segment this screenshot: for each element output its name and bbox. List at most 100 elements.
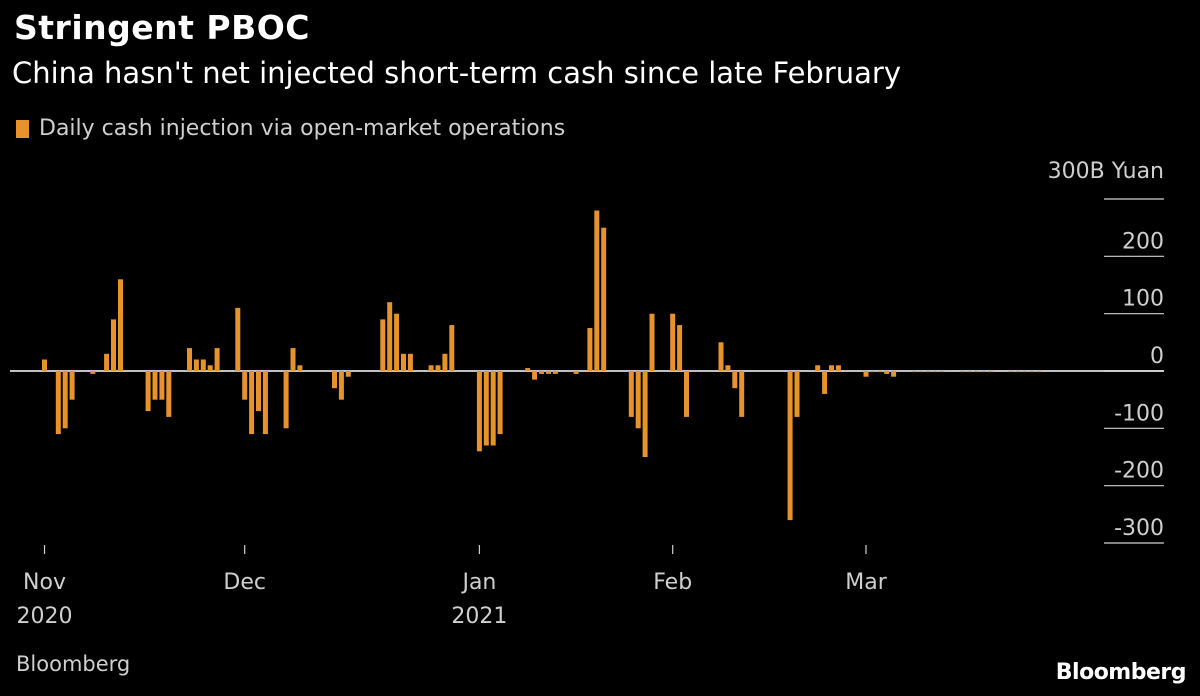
bar: [967, 371, 972, 373]
bar: [332, 371, 337, 389]
bar: [290, 348, 296, 371]
bar: [200, 359, 206, 371]
bar: [925, 371, 931, 373]
bar: [725, 365, 731, 371]
y-tick-label: 200: [1122, 229, 1164, 254]
bar: [1029, 371, 1035, 373]
bar: [628, 371, 634, 417]
bar: [62, 371, 68, 429]
bar: [911, 371, 917, 373]
bar: [1022, 371, 1028, 373]
bar: [863, 371, 869, 377]
y-tick-label: -100: [1114, 401, 1164, 426]
bar: [918, 371, 924, 373]
bar: [573, 371, 579, 374]
bar: [152, 371, 158, 400]
y-tick-label: -300: [1114, 516, 1164, 541]
bar: [677, 325, 683, 371]
bar: [394, 313, 400, 371]
bar: [407, 353, 413, 371]
x-tick-year-label: 2021: [451, 604, 507, 629]
bar: [884, 371, 890, 374]
bar: [193, 359, 199, 371]
x-tick-label: Dec: [223, 570, 266, 595]
bar: [601, 227, 607, 371]
y-axis-unit-label: 300B Yuan: [1048, 159, 1164, 184]
x-tick-label: Nov: [23, 570, 66, 595]
bar: [739, 371, 745, 417]
bar: [111, 319, 116, 371]
bar: [338, 371, 344, 400]
bar: [214, 348, 220, 371]
bar: [345, 371, 351, 377]
bar: [552, 371, 558, 374]
bar: [435, 365, 441, 371]
bar: [870, 371, 876, 373]
x-tick-label: Feb: [653, 570, 692, 595]
bar: [642, 371, 648, 457]
bar: [974, 371, 979, 373]
bar: [297, 365, 303, 371]
bar: [249, 371, 255, 435]
bar: [90, 371, 96, 374]
bar: [939, 371, 945, 373]
bar: [525, 368, 531, 371]
y-tick-label: 100: [1122, 287, 1164, 312]
bar: [732, 371, 738, 389]
legend: Daily cash injection via open-market ope…: [16, 116, 565, 141]
bar: [987, 371, 993, 373]
bar: [670, 313, 676, 371]
x-tick-label: Jan: [460, 570, 496, 595]
bar: [207, 365, 213, 371]
bar: [159, 371, 165, 400]
y-tick-label: 0: [1150, 344, 1164, 369]
bar: [829, 365, 834, 371]
bar: [69, 371, 75, 400]
bar: [401, 353, 406, 371]
chart-subtitle: China hasn't net injected short-term cas…: [12, 56, 902, 90]
bar: [235, 307, 241, 371]
bar: [932, 371, 938, 373]
bar: [380, 319, 386, 371]
bar: [42, 359, 47, 371]
bar: [387, 302, 393, 371]
bar: [1008, 371, 1014, 373]
bar: [787, 371, 793, 521]
bar: [118, 279, 123, 371]
bar: [242, 371, 248, 400]
bar: [546, 371, 551, 374]
bar: [587, 328, 593, 371]
bar: [718, 342, 724, 371]
chart-title: Stringent PBOC: [14, 8, 310, 47]
bar: [980, 371, 986, 373]
y-tick-label: -200: [1114, 459, 1164, 484]
bar: [822, 371, 828, 394]
bar: [815, 365, 821, 371]
legend-label: Daily cash injection via open-market ope…: [39, 116, 566, 141]
bar: [483, 371, 489, 446]
bar: [442, 353, 448, 371]
bar: [960, 371, 966, 373]
bar: [428, 365, 434, 371]
bar: [594, 210, 600, 371]
bar: [187, 348, 192, 371]
bar: [891, 371, 897, 377]
bar: [684, 371, 689, 417]
bar: [1036, 371, 1042, 373]
bar: [497, 371, 503, 435]
bar: [532, 371, 538, 380]
bar: [649, 313, 655, 371]
source-label: Bloomberg: [16, 652, 131, 676]
bar: [262, 371, 268, 435]
bar: [1015, 371, 1021, 373]
bar: [794, 371, 800, 417]
bar: [877, 371, 883, 373]
bar: [104, 353, 110, 371]
x-tick-year-label: 2020: [17, 604, 73, 629]
bar: [476, 371, 482, 452]
bar: [449, 325, 455, 371]
bar: [256, 371, 261, 412]
bar: [166, 371, 172, 417]
legend-swatch: [16, 119, 29, 138]
